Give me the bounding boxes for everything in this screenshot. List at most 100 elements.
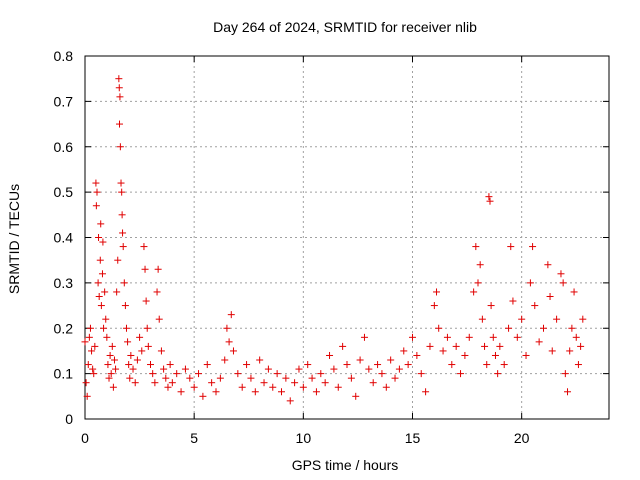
data-point	[518, 315, 526, 323]
data-point	[105, 374, 113, 382]
data-point	[494, 370, 502, 378]
data-point	[557, 270, 565, 278]
data-point	[227, 311, 235, 319]
data-point	[395, 365, 403, 373]
data-point	[162, 374, 170, 382]
data-point	[378, 370, 386, 378]
axis-ticks: 0 0.1 0.2 0.3 0.4 0.5 0.6 0.7 0.8 0 5 10 15 20	[54, 48, 609, 446]
data-point	[422, 388, 430, 396]
data-point	[330, 365, 338, 373]
data-point	[81, 338, 89, 346]
data-point	[529, 243, 537, 251]
data-point	[120, 279, 128, 287]
data-point	[413, 351, 421, 359]
data-point	[360, 333, 368, 341]
data-point	[485, 193, 493, 201]
data-point	[535, 338, 543, 346]
data-point	[579, 315, 587, 323]
data-point	[256, 356, 264, 364]
data-point	[439, 347, 447, 355]
data-point	[430, 302, 438, 310]
data-point	[426, 342, 434, 350]
data-point	[448, 361, 456, 369]
data-point	[97, 220, 105, 228]
data-point	[339, 342, 347, 350]
y-tick-label: 0.5	[54, 184, 74, 200]
data-point	[102, 315, 110, 323]
data-point	[540, 324, 547, 332]
data-point	[116, 93, 124, 101]
data-point	[177, 388, 185, 396]
data-point	[166, 361, 174, 369]
data-point	[107, 370, 115, 378]
data-point	[489, 333, 497, 341]
data-point	[264, 365, 272, 373]
x-tick-label: 5	[190, 430, 198, 446]
data-point	[561, 370, 569, 378]
data-point	[334, 383, 342, 391]
data-point	[546, 292, 554, 300]
data-point	[138, 347, 146, 355]
data-point	[186, 374, 194, 382]
data-point	[461, 351, 469, 359]
data-point	[114, 256, 122, 264]
data-point	[90, 370, 98, 378]
data-point	[181, 365, 189, 373]
data-point	[96, 256, 104, 264]
data-point	[147, 361, 154, 369]
data-point	[352, 392, 360, 400]
data-point	[491, 351, 499, 359]
data-point	[326, 351, 334, 359]
data-point	[282, 374, 290, 382]
data-point	[321, 379, 329, 387]
data-point	[404, 361, 412, 369]
data-point	[129, 365, 137, 373]
data-point	[234, 370, 242, 378]
data-point	[577, 342, 585, 350]
data-point	[160, 365, 168, 373]
data-point	[126, 374, 134, 382]
data-point	[208, 379, 216, 387]
data-point	[400, 347, 408, 355]
data-point	[112, 365, 120, 373]
data-point	[173, 370, 181, 378]
x-axis-label: GPS time / hours	[292, 457, 399, 473]
x-tick-label: 10	[296, 430, 312, 446]
data-point	[115, 84, 123, 92]
data-point	[457, 370, 465, 378]
data-point	[100, 324, 108, 332]
data-point	[121, 302, 129, 310]
data-point	[119, 229, 127, 237]
data-point	[487, 302, 495, 310]
data-point	[91, 342, 99, 350]
data-point	[195, 370, 203, 378]
data-point	[278, 388, 285, 396]
data-point	[92, 202, 100, 210]
data-point	[86, 324, 94, 332]
data-point	[151, 379, 159, 387]
data-point	[564, 388, 572, 396]
data-point	[117, 179, 125, 187]
data-point	[133, 356, 141, 364]
data-point	[509, 297, 517, 305]
data-point	[141, 265, 149, 273]
y-tick-label: 0.4	[54, 230, 74, 246]
data-point	[507, 243, 515, 251]
data-point	[95, 234, 103, 241]
data-point	[483, 361, 491, 369]
data-point	[164, 383, 172, 391]
data-point	[108, 342, 116, 350]
data-points	[81, 75, 587, 405]
data-point	[83, 392, 91, 400]
data-point	[116, 143, 124, 151]
data-point	[94, 279, 102, 287]
y-axis-label: SRMTID / TECUs	[6, 184, 22, 294]
data-point	[472, 243, 480, 251]
data-point	[124, 338, 132, 346]
data-point	[154, 265, 162, 273]
data-point	[505, 324, 513, 332]
y-tick-label: 0.3	[54, 275, 74, 291]
x-tick-label: 20	[514, 430, 530, 446]
y-tick-label: 0.6	[54, 139, 74, 155]
